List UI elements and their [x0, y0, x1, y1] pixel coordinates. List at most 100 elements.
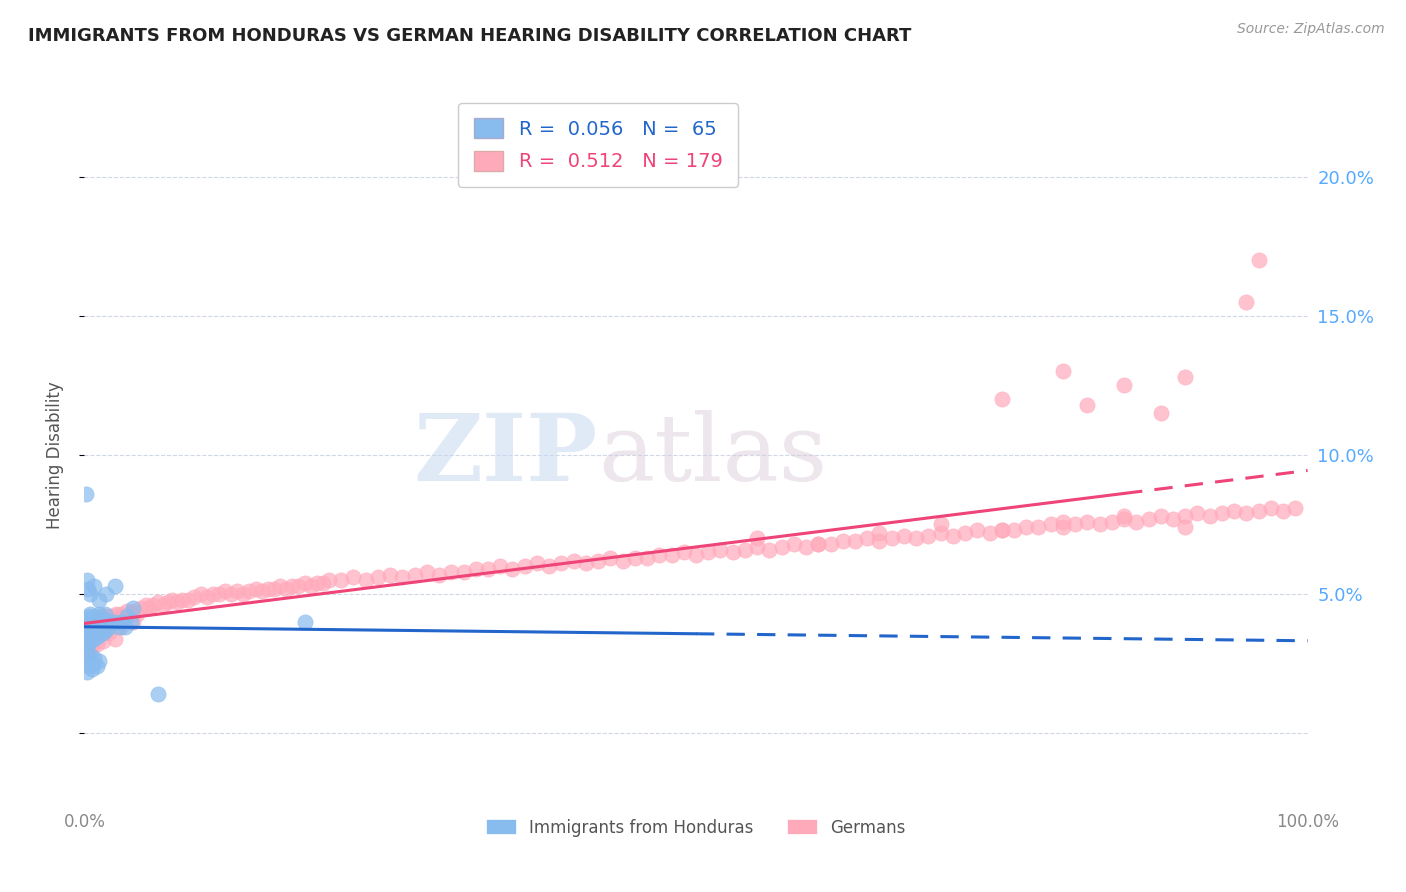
Point: [82, 626, 104, 640]
Point: [77, 626, 100, 640]
Point: [79, 634, 101, 648]
Point: [77, 612, 100, 626]
Point: [75, 626, 97, 640]
Point: [440, 565, 463, 579]
Point: [135, 598, 157, 612]
Point: [107, 620, 129, 634]
Point: [146, 595, 169, 609]
Point: [1211, 507, 1233, 521]
Point: [75, 487, 97, 501]
Point: [917, 528, 939, 542]
Point: [269, 579, 291, 593]
Point: [100, 615, 122, 629]
Point: [79, 640, 101, 654]
Point: [76, 620, 98, 634]
Point: [87, 654, 110, 668]
Point: [281, 579, 304, 593]
Point: [122, 604, 145, 618]
Point: [734, 542, 756, 557]
Y-axis label: Hearing Disability: Hearing Disability: [45, 381, 63, 529]
Point: [367, 570, 389, 584]
Point: [93, 612, 115, 626]
Point: [1272, 503, 1295, 517]
Text: IMMIGRANTS FROM HONDURAS VS GERMAN HEARING DISABILITY CORRELATION CHART: IMMIGRANTS FROM HONDURAS VS GERMAN HEARI…: [28, 27, 911, 45]
Point: [929, 525, 952, 540]
Point: [318, 573, 340, 587]
Point: [427, 567, 450, 582]
Point: [1052, 364, 1074, 378]
Point: [1052, 515, 1074, 529]
Point: [942, 528, 965, 542]
Point: [294, 615, 316, 629]
Point: [156, 595, 179, 609]
Point: [502, 562, 524, 576]
Point: [453, 565, 475, 579]
Point: [991, 523, 1014, 537]
Point: [869, 525, 891, 540]
Point: [162, 592, 184, 607]
Point: [214, 584, 236, 599]
Point: [138, 601, 160, 615]
Point: [538, 559, 561, 574]
Point: [91, 634, 114, 648]
Point: [1052, 520, 1074, 534]
Point: [893, 528, 915, 542]
Point: [80, 662, 103, 676]
Point: [1076, 398, 1098, 412]
Point: [77, 624, 100, 638]
Point: [91, 626, 114, 640]
Point: [79, 607, 101, 621]
Point: [1076, 515, 1098, 529]
Point: [648, 548, 671, 562]
Point: [1101, 515, 1123, 529]
Point: [287, 579, 309, 593]
Point: [94, 607, 117, 621]
Point: [685, 548, 707, 562]
Point: [747, 532, 769, 546]
Point: [80, 629, 103, 643]
Point: [929, 517, 952, 532]
Point: [172, 592, 194, 607]
Point: [380, 567, 402, 582]
Point: [75, 615, 97, 629]
Point: [747, 540, 769, 554]
Point: [1236, 507, 1258, 521]
Point: [83, 617, 105, 632]
Point: [880, 532, 903, 546]
Point: [575, 557, 598, 571]
Point: [1174, 520, 1197, 534]
Point: [1137, 512, 1160, 526]
Point: [1247, 253, 1270, 268]
Point: [82, 657, 104, 671]
Point: [83, 579, 105, 593]
Point: [89, 620, 111, 634]
Point: [86, 620, 108, 634]
Point: [77, 609, 100, 624]
Point: [76, 665, 98, 679]
Point: [807, 537, 830, 551]
Point: [91, 609, 114, 624]
Point: [100, 612, 122, 626]
Point: [1174, 370, 1197, 384]
Point: [856, 532, 879, 546]
Point: [330, 573, 353, 587]
Point: [183, 590, 205, 604]
Point: [312, 576, 335, 591]
Point: [305, 576, 328, 591]
Point: [115, 604, 138, 618]
Point: [489, 559, 512, 574]
Point: [120, 615, 142, 629]
Point: [966, 523, 988, 537]
Point: [97, 626, 120, 640]
Point: [110, 620, 132, 634]
Point: [114, 620, 136, 634]
Point: [794, 540, 817, 554]
Point: [87, 615, 110, 629]
Point: [146, 687, 169, 701]
Point: [404, 567, 426, 582]
Text: atlas: atlas: [598, 410, 827, 500]
Point: [586, 554, 609, 568]
Point: [112, 609, 135, 624]
Point: [1028, 520, 1050, 534]
Point: [77, 654, 100, 668]
